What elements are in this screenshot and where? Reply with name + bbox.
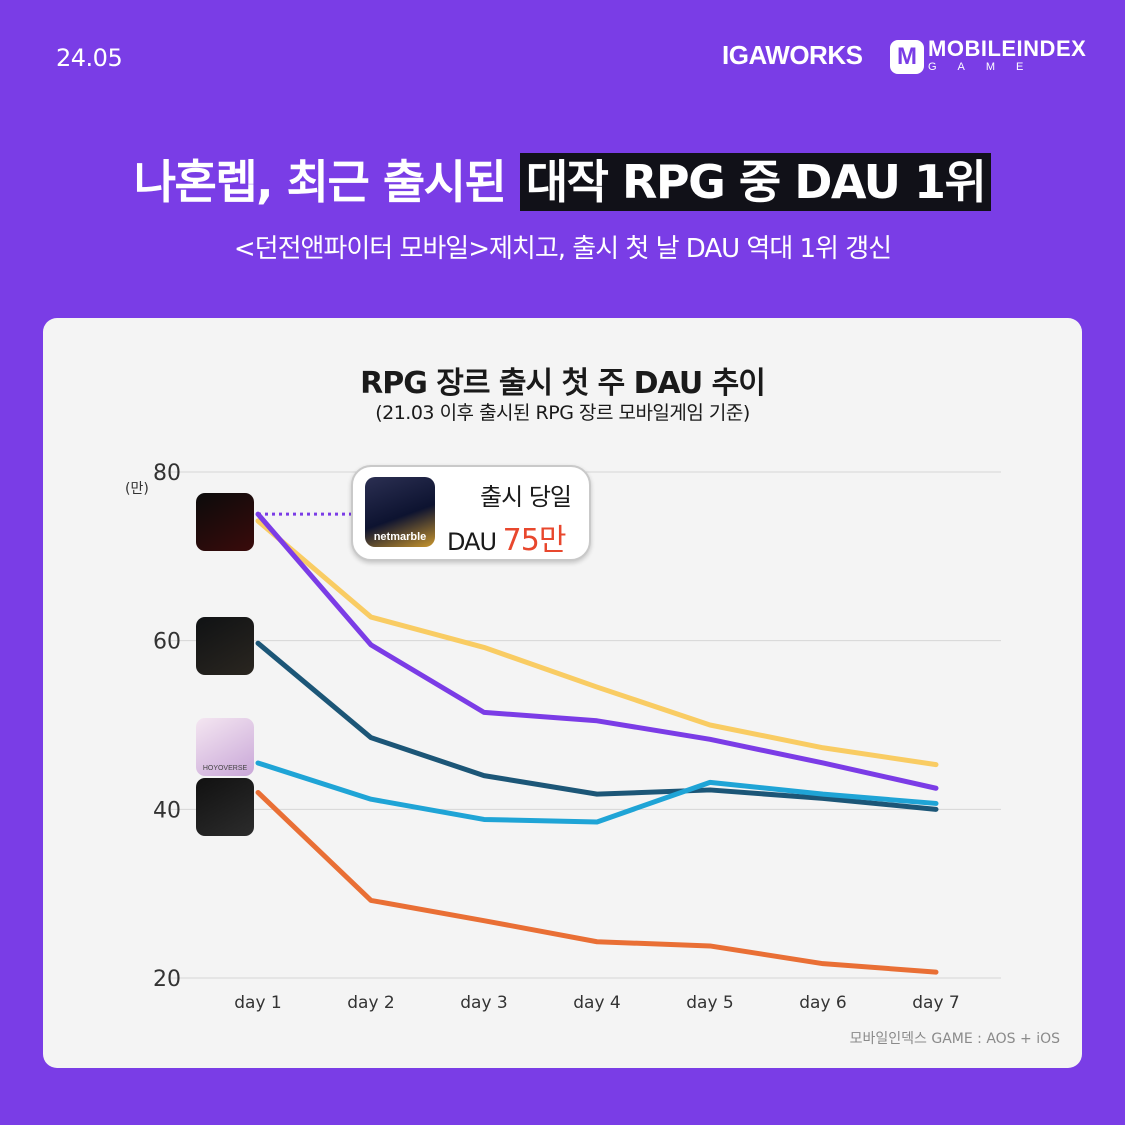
x-tick-label-5: day 6 [799, 993, 847, 1013]
x-tick-label-2: day 3 [460, 993, 508, 1013]
mobileindex-logo-sub: GAME [928, 61, 1045, 73]
x-tick-label-3: day 4 [573, 993, 621, 1013]
hoyoverse-icon-label: HOYOVERSE [202, 765, 248, 772]
report-date: 24.05 [56, 44, 123, 72]
launch-day-callout: netmarble 출시 당일 DAU 75만 [351, 465, 591, 561]
series-line-4 [255, 789, 939, 975]
y-tick-label-0: 20 [153, 967, 181, 992]
callout-line2: DAU 75만 [447, 515, 567, 559]
headline-text: 나혼렙, 최근 출시된 [133, 155, 520, 209]
subheadline: <던전앤파이터 모바일>제치고, 출시 첫 날 DAU 역대 1위 갱신 [233, 234, 892, 264]
x-tick-label-4: day 5 [686, 993, 734, 1013]
series-line-3 [255, 760, 939, 825]
y-tick-label-2: 60 [153, 630, 181, 655]
headline: 나혼렙, 최근 출시된 대작 RPG 중 DAU 1위 [0, 146, 1125, 212]
mobileindex-logo: MOBILEINDEX [928, 36, 1087, 61]
lineage-w-icon [196, 778, 254, 836]
source-note: 모바일인덱스 GAME : AOS + iOS [849, 1031, 1060, 1047]
chart-card: RPG 장르 출시 첫 주 DAU 추이 (21.03 이후 출시된 RPG 장… [43, 318, 1082, 1068]
line-chart: 20 40 60 80 day 1 day 2 day 3 day 4 day 5 day 6 da… [153, 461, 1001, 1013]
series-line-0 [255, 518, 939, 768]
chart-subtitle: (21.03 이후 출시된 RPG 장르 모바일게임 기준) [375, 402, 750, 424]
dungeon-fighter-icon [196, 493, 254, 551]
mobileindex-logo-icon: M [890, 40, 924, 74]
series-line-2 [255, 640, 939, 812]
headline-highlight: 대작 RPG 중 DAU 1위 [519, 153, 992, 211]
callout-dau-value: 75만 [502, 523, 567, 558]
x-tick-label-0: day 1 [234, 993, 282, 1013]
y-tick-label-1: 40 [153, 798, 181, 823]
solo-leveling-icon: netmarble [365, 477, 435, 547]
y-tick-label-3: 80 [153, 461, 181, 486]
series-line-1 [255, 511, 939, 791]
chart-title: RPG 장르 출시 첫 주 DAU 추이 [360, 366, 766, 401]
odin-icon [196, 617, 254, 675]
netmarble-label: netmarble [373, 531, 427, 543]
x-tick-label-6: day 7 [912, 993, 960, 1013]
x-tick-label-1: day 2 [347, 993, 395, 1013]
callout-line1: 출시 당일 [480, 483, 572, 511]
y-unit-label: (만) [125, 481, 149, 497]
hoyoverse-icon: HOYOVERSE [196, 718, 254, 776]
igaworks-logo: IGAWORKS [722, 40, 863, 70]
callout-dau-prefix: DAU [447, 528, 503, 556]
